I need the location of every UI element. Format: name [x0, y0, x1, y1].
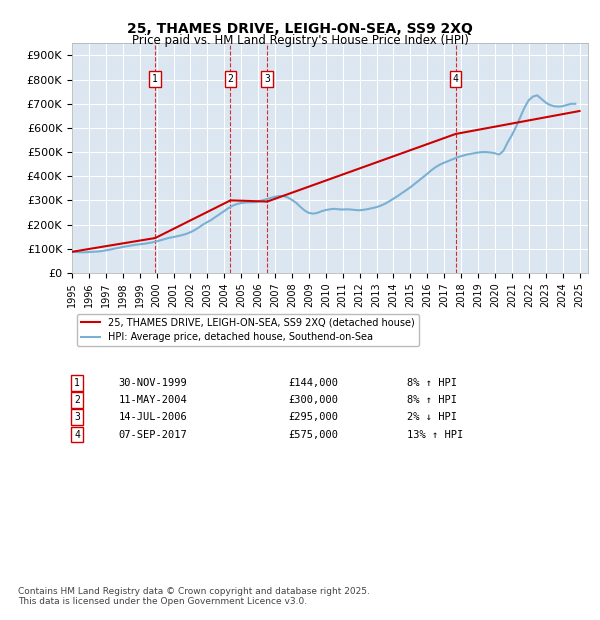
Text: 13% ↑ HPI: 13% ↑ HPI: [407, 430, 464, 440]
Text: 4: 4: [452, 74, 458, 84]
Text: 8% ↑ HPI: 8% ↑ HPI: [407, 395, 457, 405]
Text: 4: 4: [74, 430, 80, 440]
Text: 3: 3: [74, 412, 80, 422]
Text: Contains HM Land Registry data © Crown copyright and database right 2025.
This d: Contains HM Land Registry data © Crown c…: [18, 587, 370, 606]
Text: 8% ↑ HPI: 8% ↑ HPI: [407, 378, 457, 388]
Legend: 25, THAMES DRIVE, LEIGH-ON-SEA, SS9 2XQ (detached house), HPI: Average price, de: 25, THAMES DRIVE, LEIGH-ON-SEA, SS9 2XQ …: [77, 314, 419, 346]
Text: £295,000: £295,000: [289, 412, 339, 422]
Text: 11-MAY-2004: 11-MAY-2004: [118, 395, 187, 405]
Text: Price paid vs. HM Land Registry's House Price Index (HPI): Price paid vs. HM Land Registry's House …: [131, 34, 469, 47]
Text: 1: 1: [74, 378, 80, 388]
Text: 2% ↓ HPI: 2% ↓ HPI: [407, 412, 457, 422]
Text: 1: 1: [152, 74, 158, 84]
Text: 25, THAMES DRIVE, LEIGH-ON-SEA, SS9 2XQ: 25, THAMES DRIVE, LEIGH-ON-SEA, SS9 2XQ: [127, 22, 473, 36]
Text: 14-JUL-2006: 14-JUL-2006: [118, 412, 187, 422]
Text: 2: 2: [74, 395, 80, 405]
Text: 2: 2: [227, 74, 233, 84]
Text: £575,000: £575,000: [289, 430, 339, 440]
Text: 07-SEP-2017: 07-SEP-2017: [118, 430, 187, 440]
Text: 3: 3: [265, 74, 270, 84]
Text: £144,000: £144,000: [289, 378, 339, 388]
Text: £300,000: £300,000: [289, 395, 339, 405]
Text: 30-NOV-1999: 30-NOV-1999: [118, 378, 187, 388]
